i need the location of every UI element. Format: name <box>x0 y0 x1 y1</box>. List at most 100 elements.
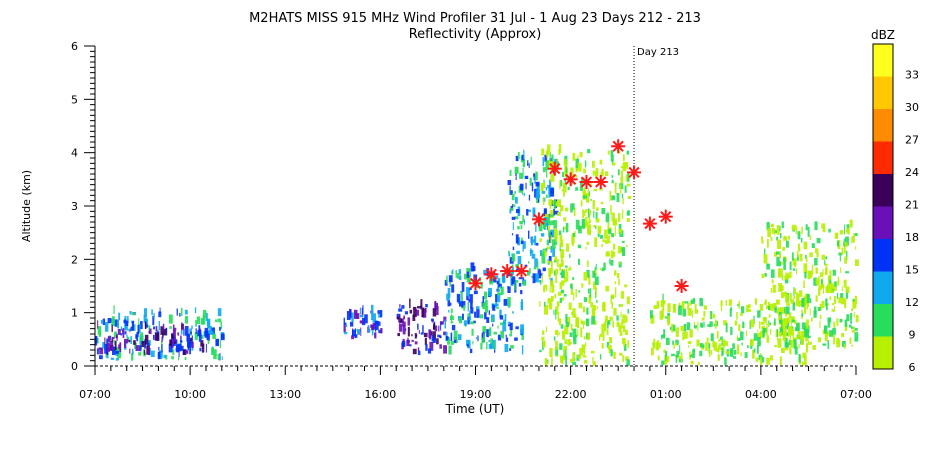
echo-cell <box>486 342 488 350</box>
echo-cell <box>343 324 346 333</box>
echo-cell <box>196 316 201 324</box>
echo-cell <box>207 318 211 328</box>
echo-cell <box>129 328 131 333</box>
echo-cell <box>113 305 115 314</box>
echo-cell <box>580 200 583 207</box>
colorbar-cell <box>873 141 893 174</box>
echo-cell <box>207 340 210 345</box>
echo-cell <box>396 316 400 320</box>
echo-cell <box>652 342 656 349</box>
echo-cell <box>547 260 551 263</box>
echo-cell <box>98 330 101 337</box>
echo-cell <box>621 319 624 329</box>
echo-cell <box>535 171 538 181</box>
echo-cell <box>554 158 559 166</box>
echo-cell <box>97 320 99 329</box>
echo-cell <box>436 306 439 316</box>
echo-cell <box>619 303 623 308</box>
echo-cell <box>823 284 824 294</box>
echo-cell <box>354 328 356 339</box>
echo-cell <box>534 235 537 245</box>
echo-cell <box>844 256 847 264</box>
echo-cell <box>771 305 774 312</box>
echo-cell <box>762 328 767 332</box>
echo-cell <box>509 169 512 176</box>
echo-cell <box>554 270 557 276</box>
echo-cell <box>505 334 507 338</box>
echo-cell <box>520 225 523 230</box>
echo-cell <box>616 193 620 203</box>
echo-cell <box>417 306 421 309</box>
echo-cell <box>174 341 176 344</box>
echo-cell <box>524 175 529 179</box>
echo-cell <box>397 332 400 337</box>
echo-cell <box>499 315 504 320</box>
echo-cell <box>844 319 848 327</box>
echo-cell <box>496 306 499 309</box>
echo-cell <box>782 331 787 340</box>
echo-cell <box>443 345 447 354</box>
echo-cell <box>592 361 596 366</box>
echo-cell <box>794 346 798 355</box>
echo-cell <box>525 182 527 190</box>
echo-cell <box>377 310 381 314</box>
echo-cell <box>466 274 471 283</box>
echo-cell <box>799 253 803 262</box>
echo-cell <box>550 296 554 301</box>
x-tick-label: 07:00 <box>79 388 111 401</box>
echo-cell <box>497 295 499 301</box>
echo-cell <box>444 280 448 286</box>
echo-cell <box>589 210 591 216</box>
echo-cell <box>378 329 382 334</box>
echo-cell <box>766 357 770 365</box>
echo-cell <box>723 320 727 326</box>
echo-cell <box>187 342 190 351</box>
asterisk-marker <box>563 172 578 187</box>
echo-cell <box>797 243 800 248</box>
echo-cell <box>825 298 828 307</box>
echo-cell <box>794 319 797 325</box>
echo-cell <box>729 348 734 357</box>
echo-cell <box>497 286 499 290</box>
echo-cell <box>219 339 221 348</box>
echo-cell <box>512 203 514 207</box>
echo-cell <box>517 226 520 230</box>
echo-cell <box>515 172 517 177</box>
echo-cell <box>776 329 779 337</box>
echo-cell <box>852 327 855 330</box>
echo-cell <box>533 266 537 270</box>
echo-cell <box>845 271 850 274</box>
echo-cell <box>609 190 612 201</box>
echo-cell <box>781 347 785 353</box>
echo-cell <box>665 351 668 361</box>
echo-cell <box>844 246 846 254</box>
echo-cell <box>769 303 773 311</box>
echo-cell <box>767 227 771 238</box>
echo-cell <box>122 329 124 334</box>
echo-cell <box>614 182 617 186</box>
echo-cell <box>588 191 590 197</box>
echo-cell <box>824 260 826 265</box>
echo-cell <box>806 304 808 310</box>
echo-cell <box>705 342 708 351</box>
echo-cell <box>540 280 542 285</box>
echo-cell <box>173 338 177 344</box>
echo-cell <box>815 295 818 302</box>
echo-cell <box>450 340 454 345</box>
echo-cell <box>201 334 204 339</box>
echo-cell <box>573 207 576 217</box>
echo-cell <box>587 208 590 218</box>
echo-cell <box>766 263 770 270</box>
echo-cell <box>592 305 596 311</box>
echo-cell <box>217 318 222 323</box>
echo-cell <box>582 209 584 218</box>
echo-cell <box>600 234 603 239</box>
echo-cell <box>592 170 595 176</box>
echo-cell <box>661 334 665 338</box>
echo-cell <box>683 324 687 332</box>
echo-cell <box>770 237 773 242</box>
echo-cell <box>854 332 859 342</box>
echo-cell <box>836 318 839 326</box>
echo-cell <box>343 331 348 335</box>
echo-cell <box>161 344 163 353</box>
